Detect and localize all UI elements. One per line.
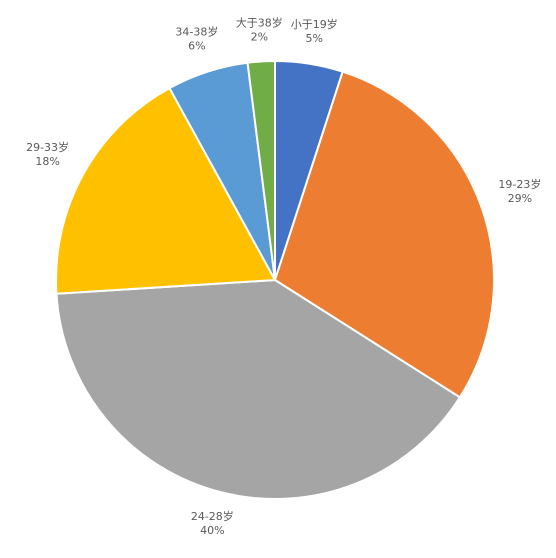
slice-label: 29-33岁 [26, 140, 69, 154]
slice-label: 19-23岁 [498, 177, 541, 191]
slice-label: 大于38岁 [236, 16, 283, 30]
slice-label: 34-38岁 [175, 25, 218, 39]
slice-value-label: 2% [251, 31, 268, 44]
slice-label: 24-28岁 [191, 509, 234, 523]
slice-label: 小于19岁 [291, 17, 338, 31]
slice-value-label: 6% [188, 40, 205, 53]
slice-value-label: 18% [35, 155, 59, 168]
slice-value-label: 29% [508, 192, 532, 205]
slice-value-label: 40% [200, 524, 224, 537]
pie-slice [273, 70, 495, 399]
pie-slice [55, 86, 277, 295]
pie-slice [55, 278, 462, 500]
pie-slice [246, 59, 276, 281]
slice-value-label: 5% [306, 32, 323, 45]
